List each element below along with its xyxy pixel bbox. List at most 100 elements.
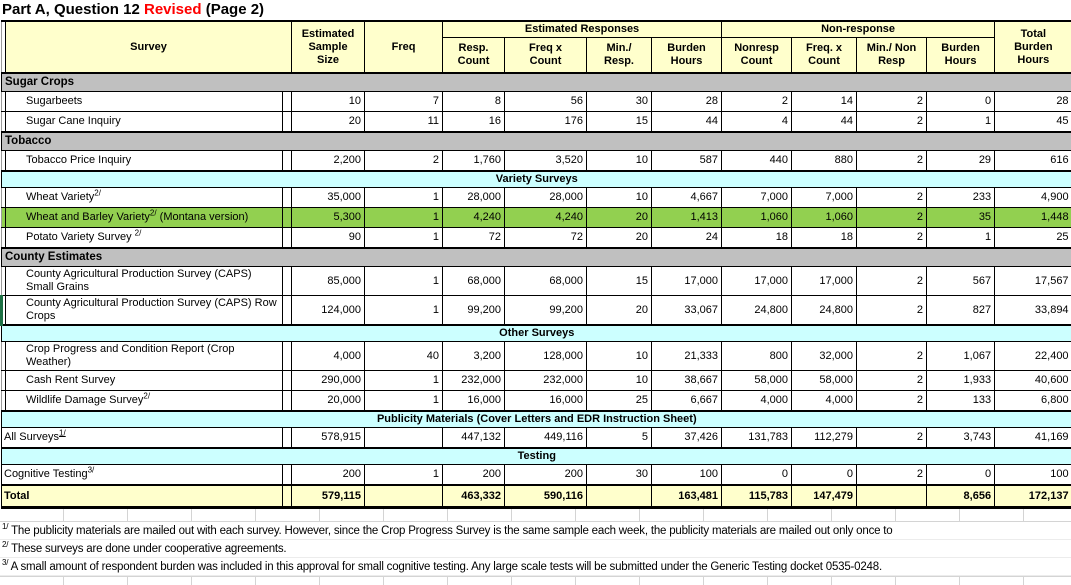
value-cell: 1 <box>365 465 443 486</box>
value-cell: 4,240 <box>505 208 587 228</box>
value-cell: 28,000 <box>443 188 505 208</box>
value-cell: 112,279 <box>792 428 857 449</box>
survey-name-cell: Wheat and Barley Variety2/ (Montana vers… <box>6 208 283 228</box>
value-cell: 8 <box>443 92 505 112</box>
survey-name-cell: Potato Variety Survey 2/ <box>6 228 283 249</box>
value-cell: 40,600 <box>995 371 1071 391</box>
footnote-ref: 2/ <box>135 228 142 237</box>
value-cell: 1 <box>365 208 443 228</box>
value-cell: 10 <box>587 342 652 371</box>
value-cell: 6,667 <box>652 391 722 412</box>
survey-name-cell: Cash Rent Survey <box>6 371 283 391</box>
value-cell: 35 <box>927 208 995 228</box>
value-cell: 176 <box>505 112 587 133</box>
value-cell <box>365 428 443 449</box>
value-cell: 1,760 <box>443 151 505 172</box>
value-cell: 37,426 <box>652 428 722 449</box>
value-cell: 14 <box>792 92 857 112</box>
spacer-cell <box>283 151 292 172</box>
footnote-2: 2/ These surveys are done under cooperat… <box>0 540 1071 558</box>
value-cell: 56 <box>505 92 587 112</box>
value-cell: 2 <box>857 465 927 486</box>
value-cell: 17,000 <box>652 267 722 296</box>
footnote-ref: 2/ <box>143 391 150 400</box>
value-cell: 15 <box>587 267 652 296</box>
value-cell: 290,000 <box>292 371 365 391</box>
section-label: Variety Surveys <box>2 171 1071 188</box>
value-cell: 2 <box>857 391 927 412</box>
survey-name-cell: County Agricultural Production Survey (C… <box>6 296 283 326</box>
section-row-other-surveys: Other Surveys <box>2 325 1071 342</box>
value-cell: 21,333 <box>652 342 722 371</box>
value-cell: 5 <box>587 428 652 449</box>
value-cell: 2,200 <box>292 151 365 172</box>
value-cell: 58,000 <box>792 371 857 391</box>
value-cell: 90 <box>292 228 365 249</box>
value-cell: 233 <box>927 188 995 208</box>
value-cell: 58,000 <box>722 371 792 391</box>
section-label: Testing <box>2 448 1071 465</box>
value-cell: 567 <box>927 267 995 296</box>
footnote-2-text: These surveys are done under cooperative… <box>11 543 286 555</box>
section-label: Other Surveys <box>2 325 1071 342</box>
value-cell <box>857 485 927 508</box>
value-cell: 41,169 <box>995 428 1071 449</box>
value-cell: 131,783 <box>722 428 792 449</box>
footnote-3: 3/ A small amount of respondent burden w… <box>0 558 1071 576</box>
section-row-tobacco: Tobacco <box>2 132 1071 151</box>
value-cell: 17,000 <box>792 267 857 296</box>
value-cell: 3,743 <box>927 428 995 449</box>
value-cell: 0 <box>927 465 995 486</box>
value-cell: 20 <box>292 112 365 133</box>
value-cell: 1,067 <box>927 342 995 371</box>
value-cell: 28 <box>995 92 1071 112</box>
value-cell: 16 <box>443 112 505 133</box>
value-cell: 447,132 <box>443 428 505 449</box>
survey-name-cell: Sugar Cane Inquiry <box>6 112 283 133</box>
spacer-cell <box>283 391 292 412</box>
section-row-variety-surveys: Variety Surveys <box>2 171 1071 188</box>
survey-name-cell: Cognitive Testing3/ <box>2 465 283 486</box>
value-cell: 0 <box>927 92 995 112</box>
value-cell: 68,000 <box>443 267 505 296</box>
spacer-cell <box>283 188 292 208</box>
value-cell: 2 <box>857 428 927 449</box>
value-cell: 4,900 <box>995 188 1071 208</box>
survey-row-wheat-and-barley-variety: Wheat and Barley Variety2/ (Montana vers… <box>2 208 1071 228</box>
value-cell: 7,000 <box>792 188 857 208</box>
value-cell: 16,000 <box>443 391 505 412</box>
value-cell: 200 <box>443 465 505 486</box>
value-cell: 1 <box>365 267 443 296</box>
value-cell: 5,300 <box>292 208 365 228</box>
page-title-prefix: Part A, Question 12 <box>2 1 144 18</box>
col-header-freq: Freq <box>365 21 443 73</box>
value-cell: 827 <box>927 296 995 326</box>
value-cell: 0 <box>792 465 857 486</box>
value-cell: 2 <box>857 342 927 371</box>
survey-name-cell: Total <box>2 485 283 508</box>
footnote-1-mark: 1/ <box>2 522 8 531</box>
value-cell: 4,240 <box>443 208 505 228</box>
survey-name-cell: All Surveys1/ <box>2 428 283 449</box>
value-cell: 616 <box>995 151 1071 172</box>
col-header-sample-size: Estimated Sample Size <box>292 21 365 73</box>
value-cell: 100 <box>652 465 722 486</box>
value-cell: 232,000 <box>505 371 587 391</box>
value-cell: 4 <box>722 112 792 133</box>
value-cell: 33,067 <box>652 296 722 326</box>
section-label: Sugar Crops <box>2 73 1071 92</box>
grid-strip-top <box>0 509 1071 522</box>
footnote-ref: 3/ <box>88 465 95 474</box>
footnote-1: 1/ The publicity materials are mailed ou… <box>0 522 1071 540</box>
footnote-ref: 2/ <box>150 208 157 217</box>
value-cell: 18 <box>722 228 792 249</box>
value-cell: 22,400 <box>995 342 1071 371</box>
